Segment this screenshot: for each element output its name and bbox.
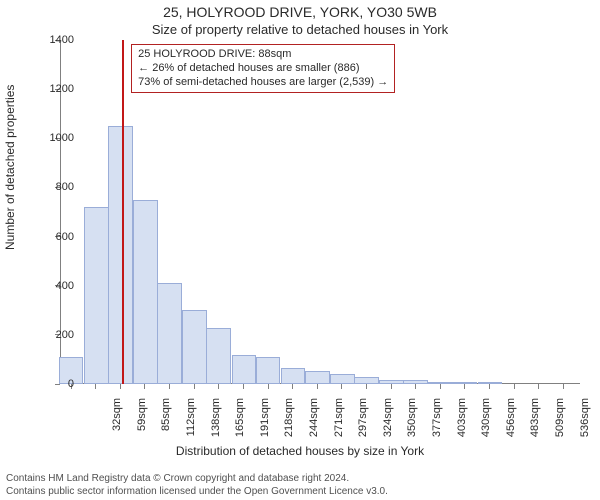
annotation-box: 25 HOLYROOD DRIVE: 88sqm← 26% of detache… (131, 44, 395, 93)
x-tick-label: 32sqm (111, 398, 123, 448)
annotation-line-2: ← 26% of detached houses are smaller (88… (138, 62, 388, 76)
y-tick-label: 200 (34, 329, 74, 341)
histogram-bar (133, 200, 158, 384)
x-tick-mark (440, 384, 441, 389)
x-tick-label: 377sqm (431, 398, 443, 448)
x-tick-mark (489, 384, 490, 389)
chart-title-1: 25, HOLYROOD DRIVE, YORK, YO30 5WB (0, 4, 600, 20)
property-marker-line (122, 40, 124, 384)
x-tick-mark (514, 384, 515, 389)
x-tick-label: 483sqm (529, 398, 541, 448)
x-tick-mark (194, 384, 195, 389)
histogram-bar (305, 371, 330, 385)
chart-container: 25, HOLYROOD DRIVE, YORK, YO30 5WB Size … (0, 0, 600, 500)
histogram-bar (206, 328, 231, 385)
x-tick-label: 59sqm (136, 398, 148, 448)
x-tick-mark (464, 384, 465, 389)
histogram-bar (84, 207, 109, 384)
x-tick-label: 138sqm (210, 398, 222, 448)
x-tick-mark (120, 384, 121, 389)
y-axis-label: Number of detached properties (3, 85, 17, 250)
x-tick-label: 297sqm (357, 398, 369, 448)
x-tick-mark (563, 384, 564, 389)
x-tick-label: 165sqm (234, 398, 246, 448)
x-tick-mark (243, 384, 244, 389)
x-tick-label: 430sqm (480, 398, 492, 448)
x-tick-label: 509sqm (554, 398, 566, 448)
footer-line-2: Contains public sector information licen… (6, 486, 388, 499)
x-tick-mark (169, 384, 170, 389)
x-tick-mark (415, 384, 416, 389)
x-tick-mark (391, 384, 392, 389)
x-tick-mark (341, 384, 342, 389)
x-tick-mark (366, 384, 367, 389)
y-tick-label: 1200 (34, 83, 74, 95)
footer-text: Contains HM Land Registry data © Crown c… (0, 473, 388, 498)
x-tick-mark (95, 384, 96, 389)
x-tick-mark (218, 384, 219, 389)
histogram-bar (256, 357, 281, 384)
x-tick-mark (268, 384, 269, 389)
histogram-bar (232, 355, 257, 384)
histogram-bar (182, 310, 207, 384)
x-tick-label: 85sqm (160, 398, 172, 448)
x-tick-mark (292, 384, 293, 389)
x-tick-label: 403sqm (456, 398, 468, 448)
footer-line-1: Contains HM Land Registry data © Crown c… (6, 473, 388, 486)
histogram-bar (157, 283, 182, 384)
x-tick-label: 536sqm (579, 398, 591, 448)
y-tick-label: 400 (34, 280, 74, 292)
x-tick-mark (317, 384, 318, 389)
annotation-line-1: 25 HOLYROOD DRIVE: 88sqm (138, 48, 388, 62)
annotation-line-3: 73% of semi-detached houses are larger (… (138, 76, 388, 90)
x-tick-label: 244sqm (308, 398, 320, 448)
histogram-bar (354, 377, 379, 384)
x-tick-mark (144, 384, 145, 389)
y-tick-label: 600 (34, 231, 74, 243)
x-tick-label: 271sqm (333, 398, 345, 448)
x-tick-label: 324sqm (382, 398, 394, 448)
histogram-bar (330, 374, 355, 384)
histogram-bar (281, 368, 306, 384)
y-tick-label: 0 (34, 378, 74, 390)
histogram-bar (108, 126, 133, 384)
y-tick-label: 800 (34, 181, 74, 193)
x-tick-label: 456sqm (505, 398, 517, 448)
y-tick-label: 1400 (34, 34, 74, 46)
x-tick-mark (538, 384, 539, 389)
x-tick-label: 112sqm (185, 398, 197, 448)
x-tick-label: 191sqm (259, 398, 271, 448)
chart-title-2: Size of property relative to detached ho… (0, 22, 600, 37)
x-tick-label: 218sqm (283, 398, 295, 448)
y-tick-label: 1000 (34, 132, 74, 144)
x-tick-label: 350sqm (406, 398, 418, 448)
